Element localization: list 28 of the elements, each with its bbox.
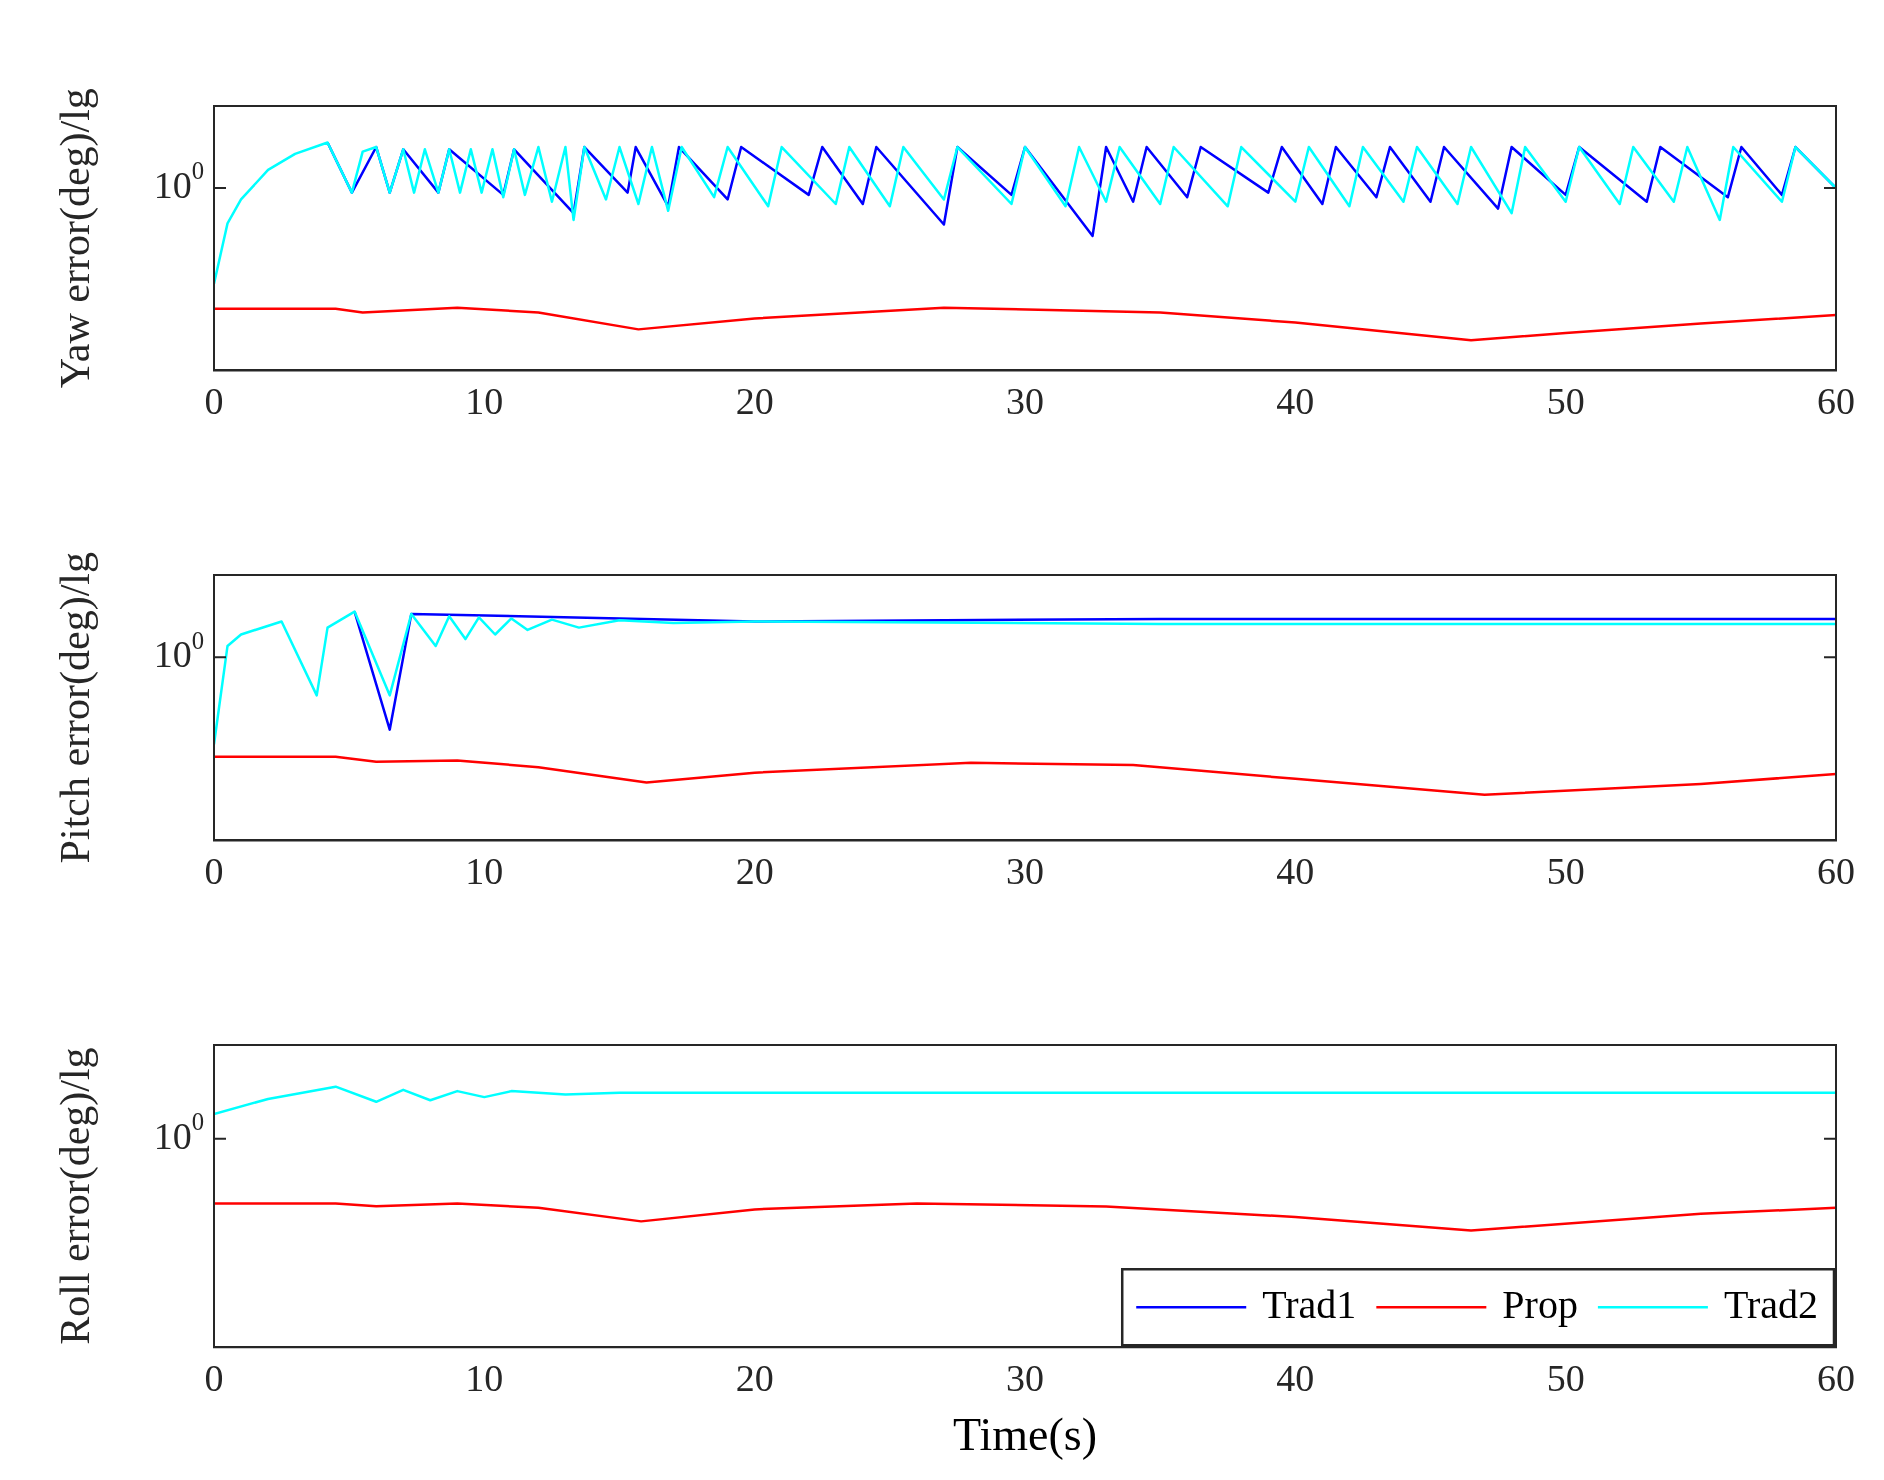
y-axis-title: Roll error(deg)/lg [52,1047,100,1345]
x-tick-label: 30 [1006,380,1044,423]
x-tick-label: 50 [1546,850,1585,893]
x-tick-label: 20 [735,850,774,893]
x-tick-label: 0 [204,380,224,423]
x-tick-label: 40 [1276,1356,1315,1399]
x-tick-label: 10 [465,850,504,893]
x-tick-label: 60 [1817,850,1855,893]
x-tick-label: 10 [465,1356,504,1399]
x-tick-label: 0 [204,1356,224,1399]
y-axis-title: Yaw error(deg)/lg [52,88,100,389]
x-tick-label: 20 [735,1356,774,1399]
x-tick-label: 20 [735,380,774,423]
y-axis-title: Pitch error(deg)/lg [52,552,100,864]
x-tick-label: 30 [1006,850,1044,893]
x-tick-label: 40 [1276,380,1315,423]
x-tick-label: 30 [1006,1356,1044,1399]
x-tick-label: 10 [465,380,504,423]
x-tick-label: 50 [1546,1356,1585,1399]
x-tick-label: 60 [1817,380,1855,423]
x-tick-label: 50 [1546,380,1585,423]
x-axis-title: Time(s) [953,1409,1097,1461]
legend-label: Prop [1502,1281,1578,1327]
x-tick-label: 0 [204,850,224,893]
x-tick-label: 60 [1817,1356,1855,1399]
x-tick-label: 40 [1276,850,1315,893]
legend-label: Trad1 [1262,1281,1357,1327]
legend-label: Trad2 [1723,1281,1819,1327]
